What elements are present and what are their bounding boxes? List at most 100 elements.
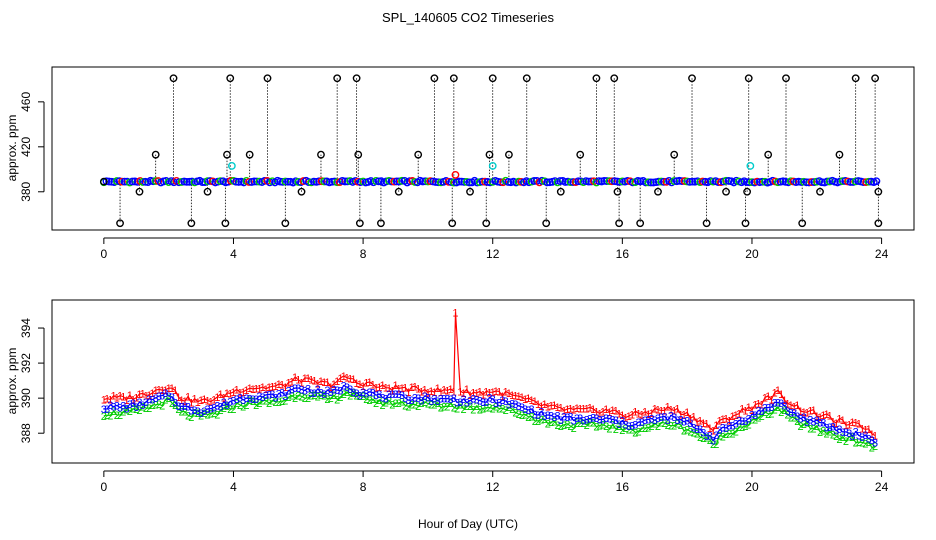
top-y-tick-label: 380 [19,181,33,201]
bottom-series-3-point: 3 [606,413,612,425]
bottom-series-3-point: 3 [140,400,146,412]
bottom-series-3-point: 3 [781,401,787,413]
bottom-series-3-point: 3 [645,414,651,426]
bottom-series-2-point: 2 [600,420,606,432]
top-red-point [451,171,460,179]
bottom-series-3-point: 3 [869,435,875,447]
bottom-series-3-point: 3 [752,410,758,422]
bottom-series-3-point: 3 [454,397,460,409]
top-baseline-point [797,178,806,186]
bottom-series-3-point: 3 [768,402,774,414]
bottom-series-3-point: 3 [221,397,227,409]
bottom-series-3-line [103,384,876,443]
bottom-series-3-point: 3 [827,422,833,434]
bottom-series-1-point: 1 [123,395,129,407]
top-mid-outlier-point [414,150,423,159]
bottom-series-1-point: 1 [130,394,136,406]
bottom-series-2-point: 2 [729,429,735,441]
top-baseline-point [818,178,826,187]
bottom-series-1-point: 1 [224,388,230,400]
bottom-series-1-point: 1 [804,407,810,419]
top-high-outlier-point [488,74,497,83]
bottom-series-2-point: 2 [269,395,275,407]
bottom-series-1-point: 1 [623,413,629,425]
bottom-series-1-point: 1 [503,386,509,398]
bottom-series-1-point: 1 [357,379,363,391]
bottom-series-2-point: 2 [263,396,269,408]
bottom-series-1-point: 1 [240,387,246,399]
bottom-series-2-point: 2 [337,392,343,404]
top-baseline-point [390,177,399,186]
bottom-series-1-point: 1 [234,384,240,396]
top-low-outlier-point [116,219,124,228]
bottom-series-3-point: 3 [483,397,489,409]
bottom-series-2-point: 2 [872,441,878,453]
bottom-series-1-point: 1 [866,424,872,436]
bottom-series-3-point: 3 [477,396,483,408]
bottom-series-3-point: 3 [629,420,635,432]
bottom-series-2-point: 2 [775,402,781,414]
bottom-series-2-point: 2 [298,391,304,403]
bottom-series-1-point: 1 [551,400,557,412]
bottom-series-2-point: 2 [665,420,671,432]
bottom-series-3-point: 3 [149,395,155,407]
bottom-series-1-point: 1 [574,403,580,415]
bottom-series-2-point: 2 [123,405,129,417]
top-baseline-point [112,177,121,185]
top-baseline-point [584,177,593,186]
bottom-series-2-point: 2 [817,427,823,439]
bottom-series-3-point: 3 [120,400,126,412]
bottom-series-1-point: 1 [389,385,395,397]
bottom-series-1-point: 1 [729,411,735,423]
bottom-series-2-point: 2 [785,409,791,421]
bottom-series-3-point: 3 [392,389,398,401]
bottom-series-3-point: 3 [642,415,648,427]
bottom-series-2-point: 2 [551,416,557,428]
bottom-series-3-point: 3 [590,412,596,424]
bottom-series-2-point: 2 [483,403,489,415]
bottom-series-3-point: 3 [114,400,120,412]
top-high-outlier-point [263,74,272,83]
bottom-series-1-point: 1 [655,405,661,417]
bottom-series-2-point: 2 [133,404,139,416]
bottom-series-2-point: 2 [496,404,502,416]
bottom-series-2-point: 2 [490,403,496,415]
bottom-series-1-point: 1 [198,395,204,407]
bottom-series-1-point: 1 [545,401,551,413]
bottom-series-1-point: 1 [412,381,418,393]
bottom-series-3-point: 3 [260,392,266,404]
bottom-series-2-point: 2 [538,414,544,426]
bottom-series-1-point: 1 [441,385,447,397]
bottom-series-2-point: 2 [328,393,334,405]
bottom-series-3-point: 3 [833,426,839,438]
bottom-series-2-point: 2 [658,418,664,430]
bottom-series-2-point: 2 [846,431,852,443]
bottom-series-2-point: 2 [717,431,723,443]
bottom-series-3-point: 3 [742,416,748,428]
bottom-series-1-point: 1 [833,418,839,430]
top-baseline-point [105,177,113,186]
bottom-series-2-point: 2 [619,425,625,437]
bottom-series-3-point: 3 [772,397,778,409]
bottom-series-2-point: 2 [801,419,807,431]
bottom-series-2-point: 2 [597,420,603,432]
bottom-series-2-point: 2 [195,408,201,420]
bottom-series-1-point: 1 [111,391,117,403]
bottom-series-2-point: 2 [655,421,661,433]
bottom-series-3-point: 3 [179,401,185,413]
bottom-series-3-point: 3 [117,403,123,415]
top-baseline-point [128,177,137,186]
bottom-series-1-point: 1 [101,395,107,407]
bottom-x-tick-label: 0 [101,480,108,494]
top-baseline-point [659,177,668,186]
bottom-series-1-point: 1 [435,383,441,395]
bottom-series-1-point: 1 [185,391,191,403]
bottom-series-3-point: 3 [192,405,198,417]
bottom-series-3-point: 3 [360,387,366,399]
bottom-series-3-point: 3 [503,396,509,408]
bottom-series-1-point: 1 [162,385,168,397]
bottom-series-1-point: 1 [114,392,120,404]
bottom-series-1-point: 1 [535,399,541,411]
bottom-series-3-point: 3 [519,402,525,414]
top-baseline-point [260,176,269,185]
